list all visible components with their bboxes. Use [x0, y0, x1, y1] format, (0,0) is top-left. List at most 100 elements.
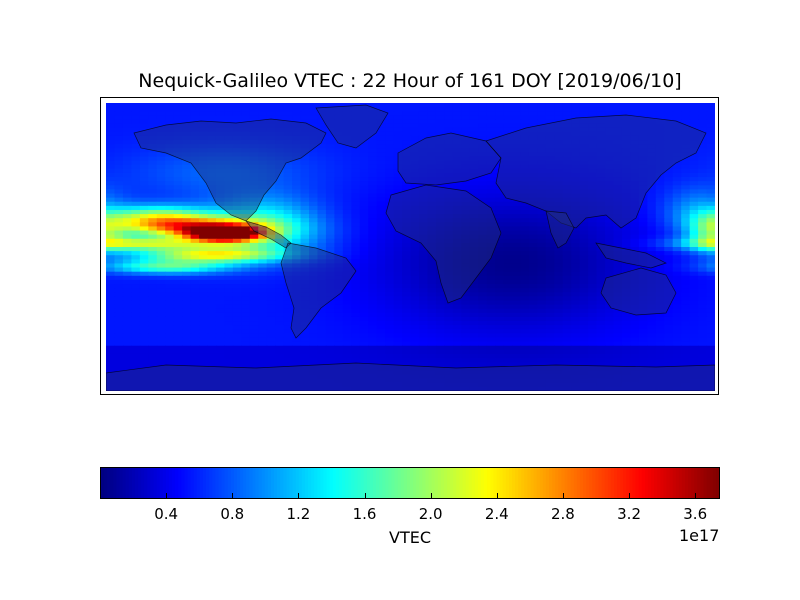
heatmap-cell [283, 247, 293, 252]
heatmap-cell [672, 177, 682, 182]
heatmap-cell [342, 205, 352, 211]
heatmap-cell [461, 201, 471, 207]
heatmap-cell [249, 374, 259, 380]
heatmap-cell [706, 292, 715, 297]
heatmap-cell [368, 214, 378, 219]
heatmap-cell [258, 382, 268, 388]
heatmap-cell [427, 185, 437, 190]
heatmap-cell [173, 378, 183, 384]
heatmap-cell [300, 271, 310, 277]
heatmap-cell [385, 144, 395, 149]
heatmap-cell [106, 255, 116, 260]
heatmap-cell [156, 271, 166, 277]
heatmap-cell [410, 230, 420, 236]
heatmap-cell [664, 370, 674, 376]
heatmap-cell [503, 255, 513, 260]
heatmap-cell [368, 308, 378, 314]
heatmap-cell [224, 247, 234, 252]
heatmap-cell [199, 247, 209, 252]
heatmap-cell [469, 325, 479, 330]
heatmap-cell [672, 156, 682, 162]
heatmap-cell [605, 230, 615, 236]
heatmap-cell [249, 247, 259, 252]
heatmap-cell [156, 325, 166, 330]
heatmap-cell [359, 312, 369, 318]
heatmap-cell [638, 296, 648, 302]
heatmap-cell [283, 337, 293, 343]
heatmap-cell [376, 123, 386, 129]
heatmap-cell [190, 144, 200, 149]
heatmap-cell [588, 238, 598, 244]
heatmap-cell [275, 181, 285, 186]
heatmap-cell [706, 358, 715, 363]
heatmap-cell [232, 189, 242, 195]
heatmap-cell [342, 345, 352, 351]
heatmap-cell [418, 238, 429, 244]
heatmap-cell [258, 185, 268, 190]
heatmap-cell [139, 386, 149, 391]
heatmap-cell [131, 247, 141, 252]
heatmap-cell [655, 345, 665, 351]
heatmap-cell [342, 218, 352, 223]
heatmap-cell [528, 366, 538, 372]
heatmap-cell [300, 321, 310, 326]
heatmap-cell [325, 135, 335, 141]
heatmap-cell [562, 115, 572, 121]
heatmap-cell [664, 115, 674, 121]
heatmap-cell [139, 107, 149, 112]
heatmap-cell [469, 131, 479, 137]
heatmap-cell [706, 234, 715, 240]
heatmap-cell [368, 226, 378, 232]
heatmap-cell [486, 362, 496, 367]
heatmap-cell [258, 341, 268, 347]
heatmap-cell [232, 358, 242, 363]
heatmap-cell [647, 288, 657, 293]
heatmap-cell [588, 123, 598, 129]
heatmap-cell [486, 300, 496, 306]
heatmap-cell [512, 304, 522, 310]
heatmap-cell [393, 308, 403, 314]
heatmap-cell [418, 218, 429, 223]
heatmap-cell [334, 267, 344, 273]
heatmap-cell [385, 230, 395, 236]
heatmap-cell [672, 172, 682, 178]
heatmap-cell [232, 279, 242, 285]
heatmap-cell [199, 304, 209, 310]
heatmap-cell [596, 271, 606, 277]
heatmap-cell [486, 230, 496, 236]
heatmap-cell [249, 205, 259, 211]
heatmap-cell [376, 226, 386, 232]
heatmap-cell [300, 205, 310, 211]
heatmap-cell [579, 201, 589, 207]
heatmap-cell [512, 292, 522, 297]
heatmap-cell [393, 242, 403, 248]
heatmap-cell [359, 358, 369, 363]
heatmap-cell [689, 304, 699, 310]
heatmap-cell [393, 284, 403, 289]
heatmap-cell [131, 234, 141, 240]
heatmap-cell [351, 201, 361, 207]
heatmap-cell [139, 197, 149, 203]
heatmap-cell [249, 193, 259, 199]
heatmap-cell [275, 152, 285, 158]
heatmap-cell [554, 144, 564, 149]
heatmap-cell [571, 148, 581, 153]
heatmap-cell [165, 366, 175, 372]
heatmap-cell [292, 251, 302, 256]
heatmap-cell [122, 201, 132, 207]
heatmap-cell [630, 222, 640, 228]
heatmap-cell [351, 218, 361, 223]
heatmap-cell [106, 152, 116, 158]
heatmap-cell [131, 123, 141, 129]
heatmap-cell [266, 296, 276, 302]
heatmap-cell [173, 267, 183, 273]
heatmap-cell [469, 300, 479, 306]
heatmap-cell [182, 325, 192, 330]
heatmap-cell [325, 251, 335, 256]
heatmap-cell [334, 370, 344, 376]
heatmap-cell [689, 292, 699, 297]
heatmap-cell [503, 135, 513, 141]
heatmap-cell [148, 164, 158, 170]
heatmap-cell [182, 160, 192, 166]
heatmap-cell [317, 358, 327, 363]
